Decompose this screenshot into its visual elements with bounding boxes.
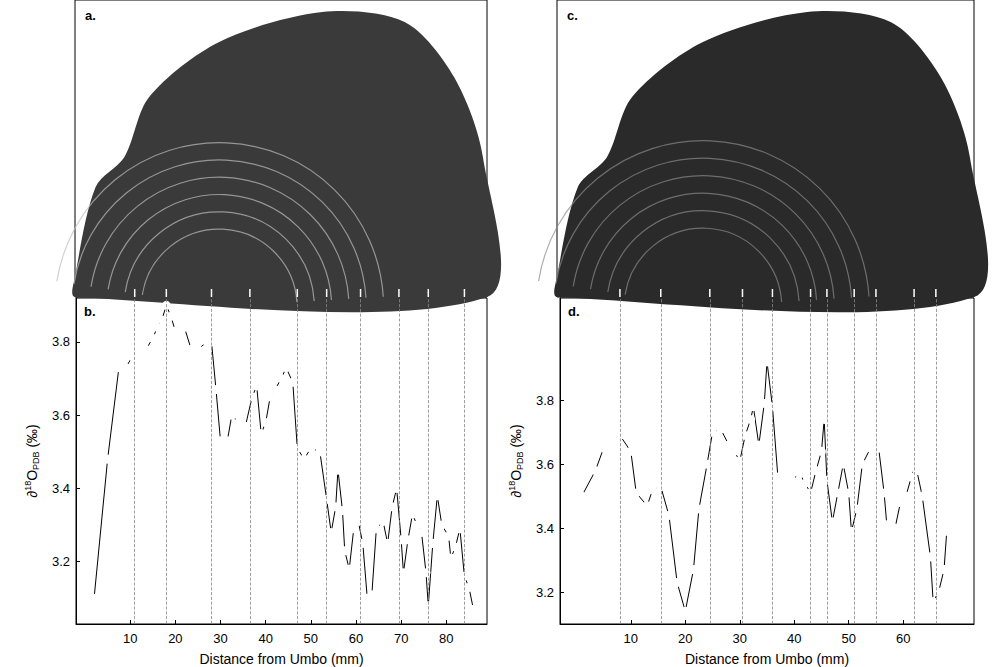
svg-text:30: 30 [213,631,227,646]
svg-text:10: 10 [123,631,137,646]
svg-text:50: 50 [841,631,855,646]
svg-text:PDB: PDB [515,451,525,470]
svg-text:3.4: 3.4 [536,521,554,536]
svg-text:30: 30 [733,631,747,646]
svg-text:60: 60 [896,631,910,646]
svg-text:3.8: 3.8 [536,393,554,408]
svg-text:18: 18 [23,481,33,491]
svg-text:O: O [508,470,524,481]
svg-text:20: 20 [168,631,182,646]
svg-text:18: 18 [507,481,517,491]
svg-text:(‰): (‰) [24,424,40,451]
svg-text:50: 50 [304,631,318,646]
svg-text:60: 60 [349,631,363,646]
svg-text:O: O [24,470,40,481]
svg-text:(‰): (‰) [508,424,524,451]
svg-text:3.2: 3.2 [52,554,70,569]
svg-text:PDB: PDB [31,451,41,470]
svg-text:3.6: 3.6 [52,408,70,423]
svg-text:10: 10 [624,631,638,646]
svg-text:b.: b. [84,304,96,319]
svg-text:3.6: 3.6 [536,457,554,472]
svg-text:40: 40 [258,631,272,646]
svg-text:3.2: 3.2 [536,585,554,600]
svg-text:c.: c. [567,8,578,23]
svg-text:Distance from Umbo (mm): Distance from Umbo (mm) [685,651,849,667]
svg-text:a.: a. [85,8,96,23]
svg-text:d.: d. [568,304,580,319]
svg-text:20: 20 [678,631,692,646]
svg-text:3.4: 3.4 [52,481,70,496]
svg-text:3.8: 3.8 [52,334,70,349]
svg-text:Distance from Umbo (mm): Distance from Umbo (mm) [199,651,363,667]
svg-text:80: 80 [439,631,453,646]
svg-text:70: 70 [394,631,408,646]
svg-text:40: 40 [787,631,801,646]
